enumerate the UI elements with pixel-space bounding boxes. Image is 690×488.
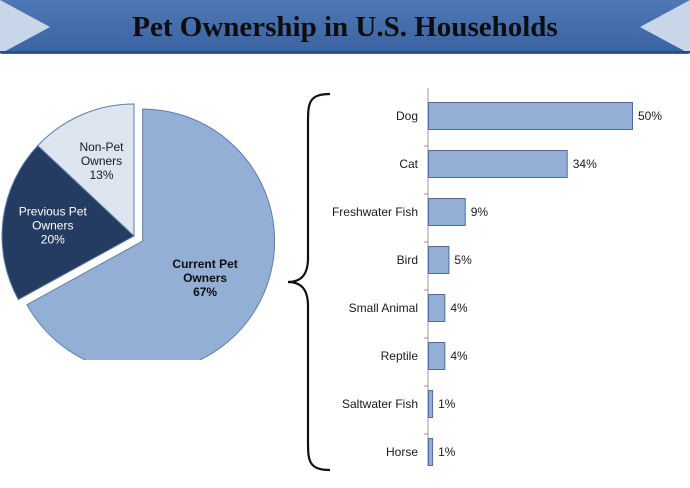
- pie-value-label: 13%: [89, 168, 113, 182]
- bar-value-label: 50%: [638, 109, 662, 123]
- bar-dog: [428, 102, 633, 130]
- category-label: Horse: [386, 445, 418, 459]
- bar-value-label: 5%: [454, 253, 472, 267]
- bar-value-label: 34%: [573, 157, 597, 171]
- bar-bird: [428, 246, 450, 274]
- bar-freshwater-fish: [428, 198, 466, 226]
- bar-cat: [428, 150, 568, 178]
- bar-horse: [428, 438, 434, 466]
- pie-category-label: Previous Pet: [19, 205, 88, 219]
- bar-reptile: [428, 342, 446, 370]
- category-label: Small Animal: [349, 301, 418, 315]
- pie-category-label: Owners: [183, 271, 227, 285]
- pie-category-label: Non-Pet: [79, 140, 124, 154]
- bar-small-animal: [428, 294, 446, 322]
- bar-value-label: 1%: [438, 445, 456, 459]
- pie-category-label: Owners: [81, 154, 122, 168]
- bar-value-label: 4%: [450, 349, 468, 363]
- bar-value-label: 9%: [471, 205, 489, 219]
- pie-value-label: 67%: [193, 285, 217, 299]
- title-banner: [0, 0, 690, 54]
- category-label: Bird: [397, 253, 418, 267]
- bar-value-label: 1%: [438, 397, 456, 411]
- banner-left-arrow: [0, 0, 50, 54]
- bar-saltwater-fish: [428, 390, 434, 418]
- category-label: Dog: [396, 109, 418, 123]
- category-label: Cat: [399, 157, 418, 171]
- curly-brace: [287, 92, 331, 472]
- pie-category-label: Owners: [32, 219, 73, 233]
- pie-category-label: Current Pet: [172, 257, 237, 271]
- chart-title: Pet Ownership in U.S. Households: [132, 11, 558, 43]
- category-label: Saltwater Fish: [342, 397, 418, 411]
- category-label: Freshwater Fish: [332, 205, 418, 219]
- pie-slice-2: [1, 144, 135, 301]
- pie-slice-3: [37, 103, 135, 238]
- pie-value-label: 20%: [41, 233, 65, 247]
- bar-value-label: 4%: [450, 301, 468, 315]
- banner-background: [0, 0, 690, 54]
- bar-chart: Dog 50% Cat 34% Freshwater Fish 9% Bird 5% Small…: [287, 88, 662, 472]
- pie-slice-1: [26, 108, 275, 360]
- banner-right-arrow: [640, 0, 690, 54]
- category-label: Reptile: [381, 349, 419, 363]
